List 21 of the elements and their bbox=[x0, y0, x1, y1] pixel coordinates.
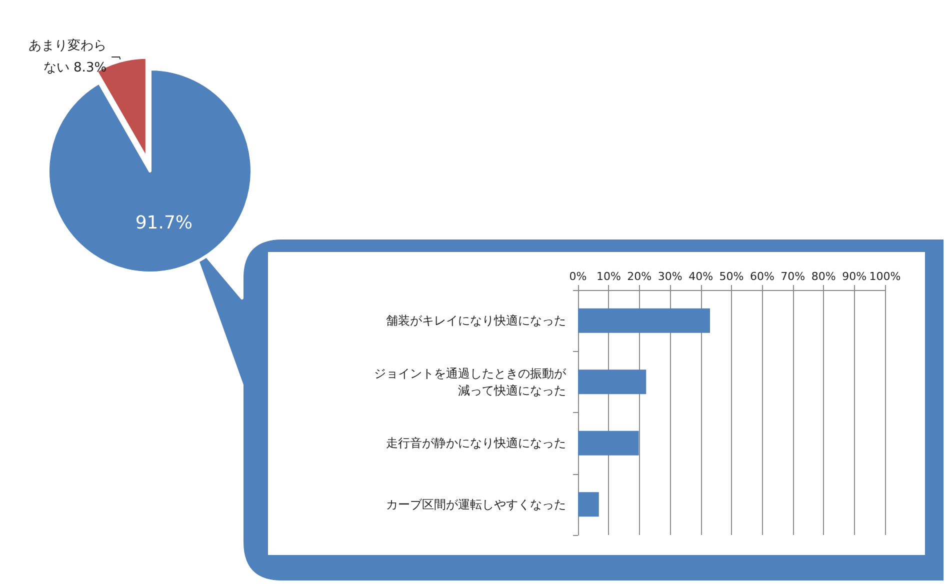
x-tick-label: 30% bbox=[658, 270, 682, 283]
x-tick-label: 10% bbox=[596, 270, 621, 283]
slice-label: あまり変わらない 8.3% bbox=[28, 37, 107, 76]
y-tick-label: カーブ区間が運転しやすくなった bbox=[386, 497, 566, 512]
x-tick-label: 80% bbox=[811, 270, 836, 283]
bar bbox=[578, 492, 599, 517]
y-tick-label: 舗装がキレイになり快適になった bbox=[386, 314, 566, 328]
x-tick-label: 40% bbox=[688, 270, 714, 283]
x-tick-label: 60% bbox=[750, 270, 774, 283]
x-tick-label: 50% bbox=[719, 270, 744, 283]
y-tick-label: ジョイントを通過したときの振動が減って快適になった bbox=[374, 366, 567, 398]
x-tick-label: 20% bbox=[627, 270, 652, 283]
bar bbox=[578, 308, 710, 333]
x-tick-label: 70% bbox=[780, 270, 806, 283]
x-tick-label: 0% bbox=[569, 270, 587, 283]
y-tick-label: 走行音が静かになり快適になった bbox=[386, 436, 566, 450]
x-tick-label: 90% bbox=[842, 270, 867, 283]
bar bbox=[578, 430, 639, 456]
data-label: 91.7% bbox=[135, 212, 193, 234]
x-tick-label: 100% bbox=[869, 270, 901, 283]
bar bbox=[578, 370, 646, 394]
